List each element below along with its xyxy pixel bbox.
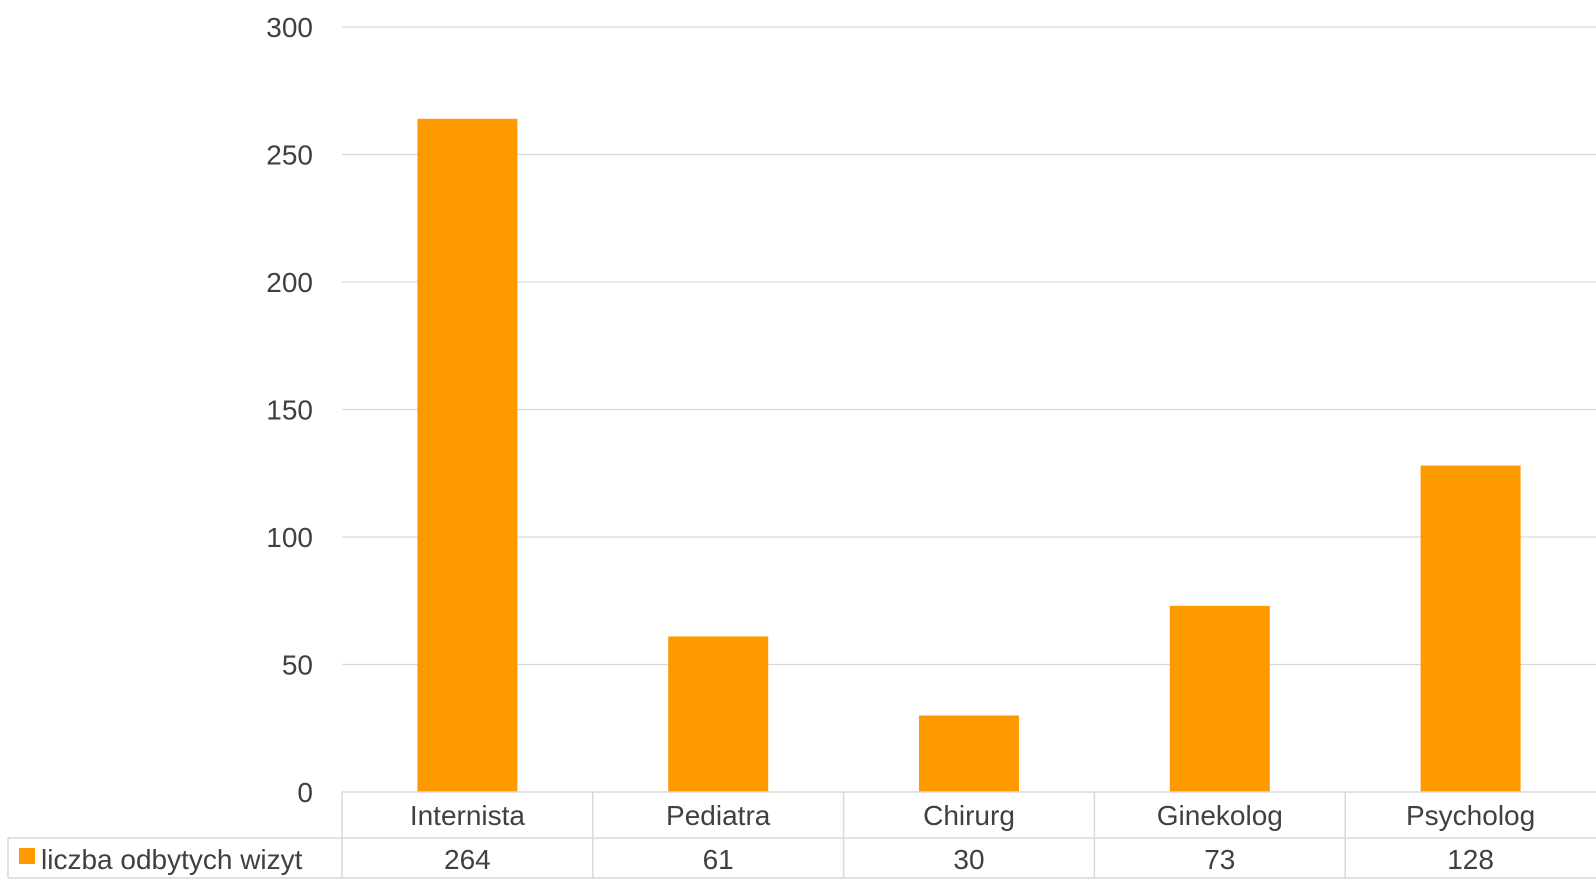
y-tick-label: 50 [282, 650, 313, 681]
legend-swatch [19, 848, 35, 864]
gridlines [342, 26, 1596, 666]
y-tick-label: 0 [297, 777, 313, 808]
data-label: 61 [703, 844, 734, 875]
bar-chirurg [919, 715, 1019, 792]
y-axis-tick-labels: 0 50 100 150 200 250 300 [266, 12, 313, 808]
data-table: Internista 264 Pediatra 61 Chirurg 30 Ginekolo… [7, 791, 1596, 879]
x-tick-label: Ginekolog [1157, 800, 1283, 831]
y-tick-label: 100 [266, 522, 313, 553]
bar-ginekolog [1169, 605, 1270, 792]
bars [417, 118, 1521, 793]
y-tick-label: 200 [266, 267, 313, 298]
data-label: 73 [1204, 844, 1235, 875]
y-tick-label: 150 [266, 395, 313, 426]
data-label: 30 [953, 844, 984, 875]
y-tick-label: 250 [266, 140, 313, 171]
bar-pediatra [668, 636, 769, 792]
bar-psycholog [1420, 465, 1521, 792]
data-label: 264 [444, 844, 491, 875]
x-tick-label: Chirurg [923, 800, 1015, 831]
y-tick-label: 300 [266, 12, 313, 43]
x-tick-label: Internista [410, 800, 526, 831]
data-label: 128 [1447, 844, 1494, 875]
bar-internista [417, 118, 518, 793]
x-tick-label: Psycholog [1406, 800, 1535, 831]
legend-label: liczba odbytych wizyt [41, 844, 303, 875]
x-tick-label: Pediatra [666, 800, 771, 831]
